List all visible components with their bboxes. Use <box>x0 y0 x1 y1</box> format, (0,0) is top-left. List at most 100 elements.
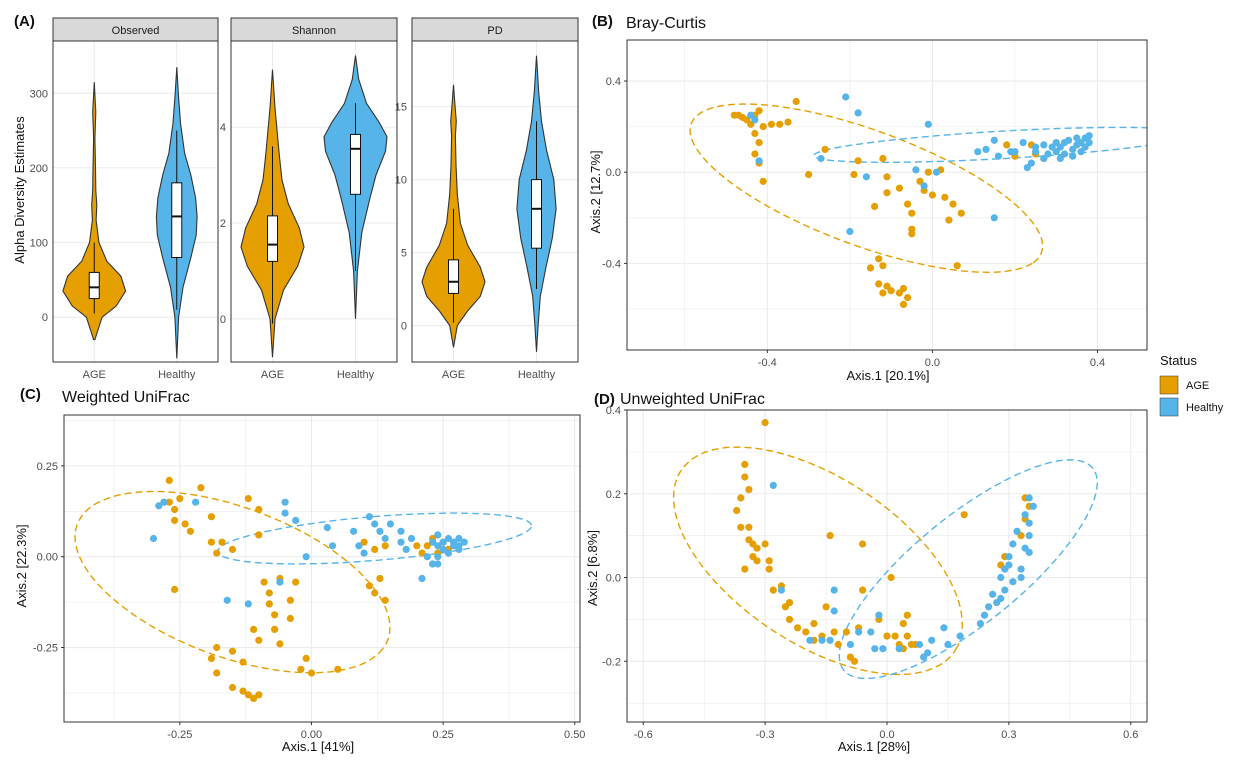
violin-facet-shannon: Shannon 0 2 4 AGE Healthy <box>220 17 398 381</box>
point-age <box>334 665 342 673</box>
point-age <box>866 264 875 272</box>
point-age <box>785 615 794 624</box>
point-healthy <box>842 93 850 101</box>
facet-strip-label: PD <box>487 25 502 37</box>
point-age <box>767 120 776 128</box>
point-age <box>879 154 887 163</box>
facet-strip-label: Observed <box>112 25 160 37</box>
point-age <box>239 687 247 695</box>
point-healthy <box>434 531 442 539</box>
point-age <box>759 177 767 185</box>
point-age <box>842 628 851 636</box>
legend-label-healthy: Healthy <box>1186 402 1224 414</box>
point-age <box>784 118 792 126</box>
panel-c-ylabel: Axis.2 [22.3%] <box>14 524 29 607</box>
point-healthy <box>997 573 1005 582</box>
point-age <box>924 168 932 176</box>
point-healthy <box>276 578 284 586</box>
x-tick-label: 0.0 <box>879 729 894 741</box>
point-age <box>945 216 953 224</box>
panel-b-plot: -0.4 0.0 0.4 -0.4 0.0 0.4 <box>602 39 1148 369</box>
point-age <box>745 486 753 494</box>
point-age <box>761 419 769 427</box>
point-age <box>899 620 907 628</box>
x-tick-label: 0.00 <box>301 729 322 741</box>
point-healthy <box>429 538 437 546</box>
point-age <box>213 549 221 557</box>
point-healthy <box>1025 548 1033 557</box>
point-age <box>255 531 263 539</box>
point-age <box>805 170 813 179</box>
facet-border <box>52 40 219 363</box>
point-age <box>171 516 179 525</box>
point-age <box>761 540 769 548</box>
point-age <box>1003 141 1011 149</box>
y-tick-label: 5 <box>401 248 407 260</box>
point-age <box>413 542 421 550</box>
point-age <box>265 589 273 597</box>
box-healthy <box>350 133 361 195</box>
point-healthy <box>818 636 826 644</box>
point-healthy <box>751 116 759 124</box>
point-healthy <box>1025 532 1033 540</box>
point-age <box>887 287 895 295</box>
panel-d-plot: -0.6 -0.3 0.0 0.3 0.6 -0.2 0.0 0.2 0.4 <box>602 405 1148 741</box>
point-age <box>765 565 773 573</box>
point-age <box>733 506 741 515</box>
legend-title: Status <box>1160 353 1197 368</box>
point-healthy <box>323 524 331 532</box>
y-tick-label: 300 <box>30 88 48 100</box>
point-healthy <box>982 145 990 153</box>
point-age <box>371 589 379 597</box>
point-healthy <box>1009 540 1017 548</box>
point-age <box>949 200 957 208</box>
point-healthy <box>867 628 875 636</box>
panel-d-xlabel: Axis.1 [28%] <box>838 739 910 754</box>
panel-a-letter: (A) <box>14 13 35 30</box>
point-healthy <box>355 542 363 550</box>
point-healthy <box>1005 553 1013 561</box>
point-age <box>197 484 205 492</box>
point-healthy <box>915 640 924 649</box>
point-age <box>207 654 215 663</box>
point-age <box>834 640 842 649</box>
y-tick-label: 0.00 <box>37 552 58 564</box>
point-healthy <box>871 645 879 653</box>
point-age <box>850 170 858 179</box>
point-age <box>228 683 237 692</box>
point-healthy <box>879 645 887 653</box>
point-healthy <box>769 481 777 489</box>
point-healthy <box>755 157 763 165</box>
points-group <box>733 419 1037 665</box>
point-age <box>908 230 916 238</box>
point-healthy <box>924 120 932 128</box>
point-healthy <box>940 624 948 632</box>
point-healthy <box>1077 148 1085 156</box>
point-healthy <box>444 534 452 543</box>
panel-c-letter: (C) <box>20 386 41 403</box>
point-age <box>297 665 305 673</box>
x-tick-label: AGE <box>442 369 465 381</box>
point-healthy <box>817 154 825 163</box>
point-age <box>244 691 252 699</box>
point-age <box>854 157 862 165</box>
point-healthy <box>1044 150 1052 158</box>
point-healthy <box>1017 573 1025 582</box>
point-age <box>903 632 911 640</box>
box-age <box>448 259 459 294</box>
violin-facet-observed: Observed 0 100 200 300 AGE Healthy <box>30 17 219 381</box>
x-tick-label: Healthy <box>337 369 375 381</box>
point-age <box>792 97 800 106</box>
points-group <box>149 476 468 703</box>
y-tick-label: 0 <box>401 321 407 333</box>
point-age <box>751 129 759 138</box>
point-healthy <box>826 636 834 644</box>
point-age <box>875 255 883 263</box>
point-healthy <box>439 538 447 546</box>
x-tick-label: Healthy <box>158 369 196 381</box>
point-healthy <box>365 513 373 521</box>
ellipse-age <box>689 103 1044 274</box>
point-healthy <box>1060 150 1069 158</box>
x-tick-label: AGE <box>261 369 284 381</box>
point-healthy <box>1027 159 1035 167</box>
